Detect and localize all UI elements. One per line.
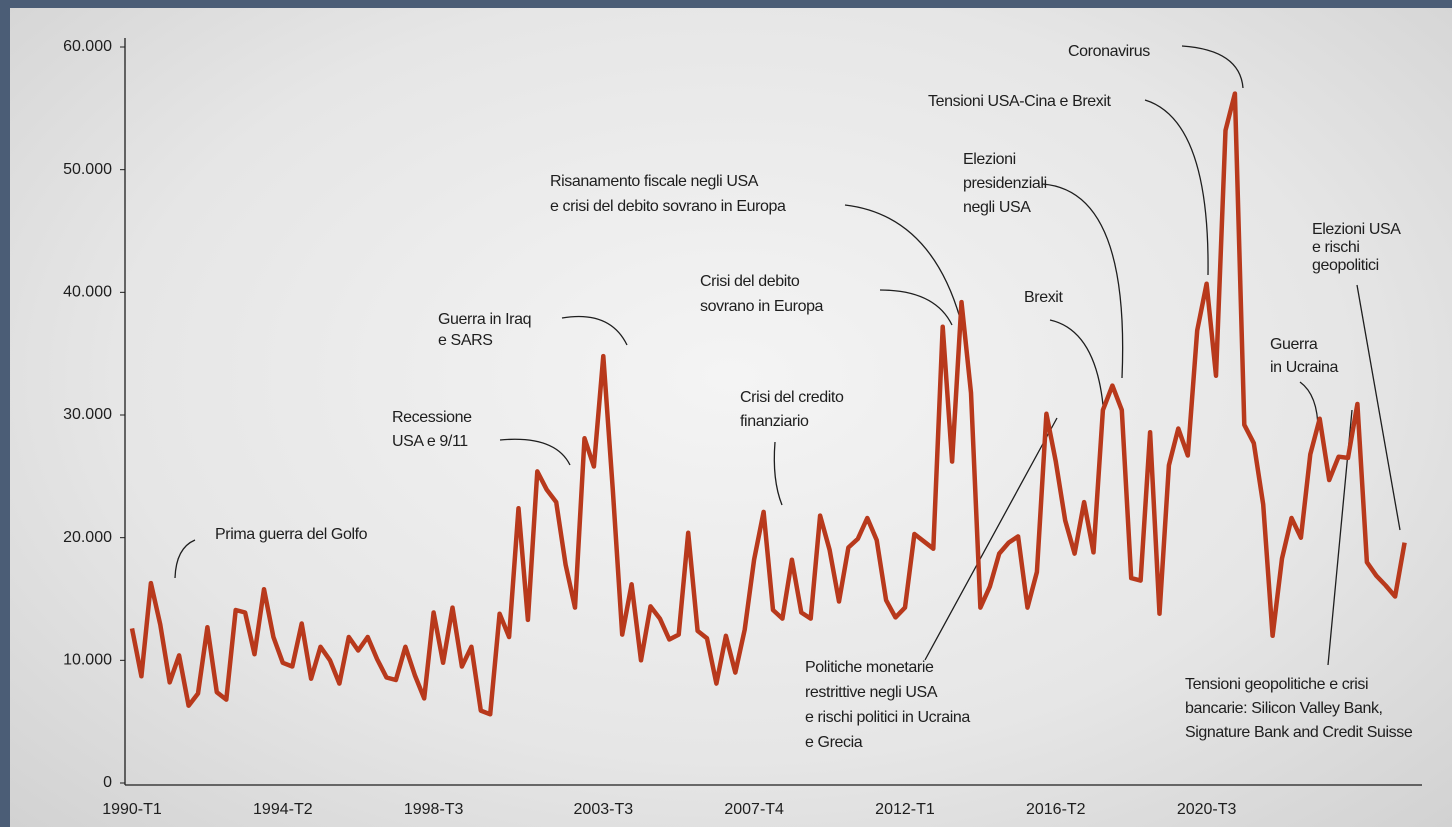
annotation: Prima guerra del Golfo [215, 526, 368, 543]
leader [561, 315, 628, 346]
annotation: Politiche monetarie [805, 659, 934, 676]
leader [174, 539, 196, 579]
leader [1041, 183, 1124, 379]
annotation: Elezioni [963, 151, 1016, 168]
y-tick-label: 0 [103, 774, 112, 791]
annotation: Tensioni geopolitiche e crisi [1185, 676, 1368, 693]
x-tick-label: 2003-T3 [574, 801, 634, 818]
leader [1144, 99, 1209, 276]
annotation: geopolitici [1312, 257, 1379, 274]
x-tick-label: 1994-T2 [253, 801, 313, 818]
annotation: USA e 9/11 [392, 433, 468, 450]
x-tick-label: 2007-T4 [724, 801, 784, 818]
annotation: Elezioni USA [1312, 221, 1401, 238]
annotation: e rischi [1312, 239, 1359, 256]
x-tick-label: 2016-T2 [1026, 801, 1086, 818]
annotation: sovrano in Europa [700, 298, 824, 315]
annotation: Recessione [392, 409, 472, 426]
annotation: finanziario [740, 413, 809, 430]
annotation: Signature Bank and Credit Suisse [1185, 724, 1413, 741]
data-line [129, 91, 1407, 717]
annotation: e crisi del debito sovrano in Europa [550, 198, 786, 215]
y-tick-label: 40.000 [63, 284, 112, 301]
annotation: negli USA [963, 199, 1031, 216]
annotation: Risanamento fiscale negli USA [550, 173, 759, 190]
annotation: Brexit [1024, 289, 1063, 306]
leader [879, 289, 953, 326]
leader [499, 438, 571, 466]
leader [773, 441, 783, 506]
annotation: Guerra [1270, 336, 1318, 353]
leader [1181, 45, 1244, 89]
y-tick-label: 20.000 [63, 529, 112, 546]
y-tick-label: 10.000 [63, 652, 112, 669]
annotation: bancarie: Silicon Valley Bank, [1185, 700, 1383, 717]
annotation: e SARS [438, 332, 493, 349]
annotation: restrittive negli USA [805, 684, 938, 701]
annotation: e Grecia [805, 734, 863, 751]
y-tick-label: 60.000 [63, 38, 112, 55]
annotation: presidenziali [963, 175, 1047, 192]
x-tick-label: 2012-T1 [875, 801, 935, 818]
panel [10, 8, 1452, 827]
leaders [174, 45, 1401, 666]
annotation: in Ucraina [1270, 359, 1339, 376]
leader [1299, 381, 1319, 431]
x-tick-label: 2020-T3 [1177, 801, 1237, 818]
annotation: Crisi del debito [700, 273, 800, 290]
leader [1356, 284, 1401, 531]
y-tick-label: 50.000 [63, 161, 112, 178]
leader [1049, 319, 1104, 406]
leader [844, 204, 961, 319]
x-tick-label: 1990-T1 [102, 801, 162, 818]
y-tick-label: 30.000 [63, 406, 112, 423]
annotation: e rischi politici in Ucraina [805, 709, 970, 726]
annotation: Tensioni USA-Cina e Brexit [928, 93, 1112, 110]
annotation: Guerra in Iraq [438, 311, 531, 328]
leader [924, 417, 1058, 661]
annotation: Crisi del credito [740, 389, 844, 406]
x-tick-label: 1998-T3 [404, 801, 464, 818]
annotation: Coronavirus [1068, 43, 1150, 60]
